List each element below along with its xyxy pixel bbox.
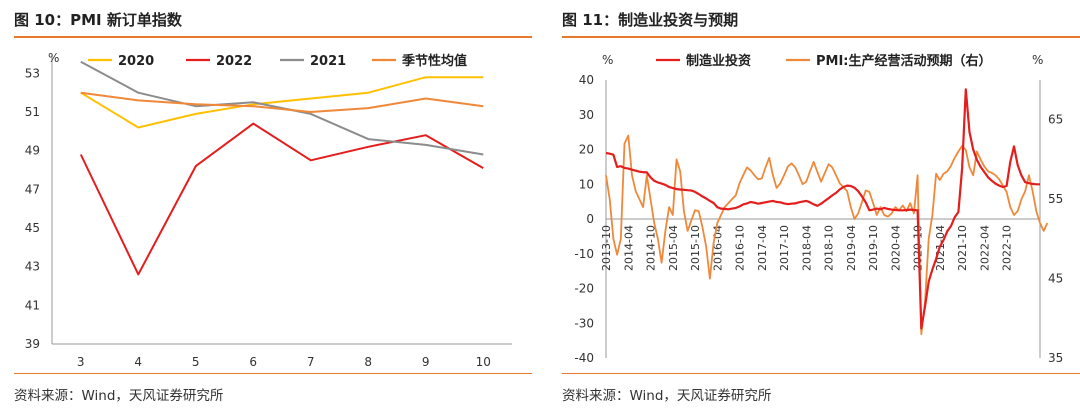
x-tick-label: 5 — [192, 355, 200, 369]
y-axis-unit-label: % — [48, 51, 59, 65]
left-y-tick-label: 40 — [579, 73, 594, 87]
right-y-tick-label: 35 — [1048, 351, 1063, 365]
legend-label-3: 2021 — [310, 54, 346, 69]
legend-label-1: 2020 — [118, 54, 154, 69]
right-y-tick-label: 65 — [1048, 113, 1063, 127]
series-line-1 — [605, 88, 1040, 330]
x-tick-label: 2018-10 — [823, 225, 836, 271]
x-tick-label: 2022-10 — [1001, 225, 1014, 271]
left-figure-title: 图 10：PMI 新订单指数 — [14, 11, 182, 29]
x-tick-label: 2013-10 — [600, 225, 613, 271]
left-y-tick-label: -10 — [574, 247, 594, 261]
x-tick-label: 2015-04 — [667, 225, 680, 271]
series-line-4 — [80, 91, 484, 113]
x-tick-label: 2014-04 — [622, 225, 635, 271]
y-tick-label: 41 — [25, 298, 40, 312]
left-title-rule — [14, 36, 532, 38]
left-y-unit-label: % — [602, 53, 613, 67]
x-tick-label: 2019-04 — [845, 225, 858, 271]
series-line-1 — [80, 76, 484, 129]
series-line-2 — [605, 134, 1049, 336]
y-tick-label: 51 — [25, 105, 40, 119]
left-figure: 图 10：PMI 新订单指数 % 39 41 43 45 47 49 51 53 3 4 5 6 7 8 9 1… — [0, 0, 532, 418]
x-tick-label: 2014-10 — [645, 225, 658, 271]
x-tick-label: 2021-10 — [956, 225, 969, 271]
x-tick-label: 2016-10 — [734, 225, 747, 271]
x-tick-label: 6 — [249, 355, 257, 369]
x-tick-label: 8 — [364, 355, 372, 369]
left-y-tick-label: 0 — [586, 212, 594, 226]
x-tick-label: 2015-10 — [689, 225, 702, 271]
left-y-tick-label: -40 — [574, 351, 594, 365]
left-y-tick-label: -20 — [574, 282, 594, 296]
right-y-unit-label: % — [1032, 53, 1043, 67]
x-tick-label: 7 — [307, 355, 315, 369]
y-tick-label: 45 — [25, 221, 40, 235]
y-tick-label: 49 — [25, 144, 40, 158]
x-tick-label: 10 — [476, 355, 491, 369]
right-title-rule — [562, 36, 1080, 38]
right-y-tick-label: 45 — [1048, 272, 1063, 286]
x-tick-label: 4 — [134, 355, 142, 369]
right-source-note: 资料来源：Wind，天风证券研究所 — [562, 388, 772, 404]
y-tick-label: 39 — [25, 337, 40, 351]
right-figure-title: 图 11：制造业投资与预期 — [562, 11, 739, 29]
x-tick-label: 2017-04 — [756, 225, 769, 271]
right-chart: % % -40 -30 -20 -10 0 10 20 30 40 35 45 55 65 2013-10 20… — [574, 53, 1063, 365]
left-source-note: 资料来源：Wind，天风证券研究所 — [14, 388, 224, 404]
x-tick-label: 2017-10 — [778, 225, 791, 271]
x-tick-label: 9 — [422, 355, 430, 369]
left-y-tick-label: 30 — [579, 108, 594, 122]
legend-label-2: 2022 — [216, 54, 252, 69]
legend-label-1: 制造业投资 — [686, 53, 751, 69]
y-tick-label: 47 — [25, 182, 40, 196]
series-line-2 — [79, 122, 484, 276]
left-y-tick-label: 20 — [579, 143, 594, 157]
legend-label-4: 季节性均值 — [401, 53, 467, 69]
y-tick-label: 53 — [25, 66, 40, 80]
right-bottom-rule — [562, 373, 1080, 374]
legend-label-2: PMI:生产经营活动预期（右） — [816, 53, 992, 69]
y-tick-label: 43 — [25, 260, 40, 274]
right-figure: 图 11：制造业投资与预期 %% -40 -30 -20 -10 0 10 20 30 40 35 4… — [548, 0, 1080, 418]
left-bottom-rule — [14, 373, 532, 374]
x-tick-label: 3 — [77, 355, 85, 369]
left-y-tick-label: 10 — [579, 177, 594, 191]
right-y-tick-label: 55 — [1048, 192, 1063, 206]
x-tick-label: 2022-04 — [978, 225, 991, 271]
x-tick-label: 2020-04 — [889, 225, 902, 271]
x-tick-label: 2018-04 — [800, 225, 813, 271]
left-y-tick-label: -30 — [574, 316, 594, 330]
x-tick-label: 2019-10 — [867, 225, 880, 271]
